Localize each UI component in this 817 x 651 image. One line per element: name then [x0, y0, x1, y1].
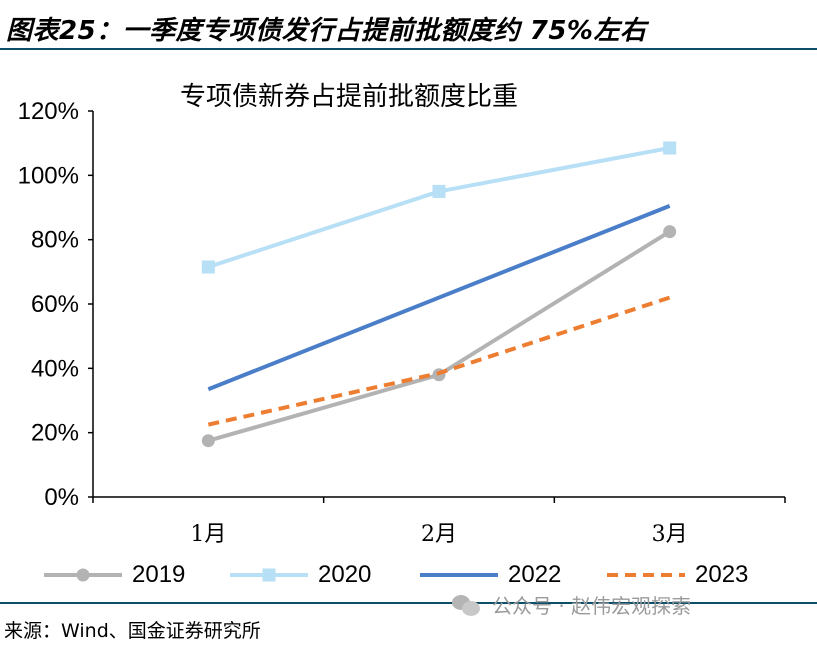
y-tick-label: 120%	[18, 98, 79, 125]
point-marker-2019	[663, 225, 677, 239]
y-tick-label: 0%	[44, 484, 79, 511]
y-tick-label: 100%	[18, 162, 79, 189]
point-marker-2020	[663, 141, 677, 155]
point-marker-2020	[432, 184, 446, 198]
legend-label: 2023	[695, 561, 749, 588]
series-line-2022	[207, 204, 671, 392]
legend-label: 2020	[318, 561, 372, 588]
legend-swatch	[607, 573, 685, 577]
y-tick-label: 20%	[31, 420, 79, 447]
legend-marker	[76, 568, 90, 582]
legend-swatch	[420, 573, 498, 577]
y-tick-label: 40%	[31, 355, 79, 382]
chart-area: 0% 20% 40% 60% 80% 100% 120% 1月 2月 3月 专项债新券占提前批额度…	[0, 50, 817, 602]
bottom-rule	[0, 602, 817, 604]
y-tick-label: 80%	[31, 227, 79, 254]
legend-label: 2022	[508, 561, 562, 588]
figure-title: 图表25：一季度专项债发行占提前批额度约 75%左右	[6, 16, 647, 46]
chart-legend: 2019 2020 2022 2023	[0, 558, 817, 594]
watermark: 公众号 · 赵伟宏观探索	[452, 590, 691, 619]
series-line-2023	[207, 295, 671, 427]
x-tick-label: 2月	[421, 522, 457, 547]
wechat-icon	[452, 593, 482, 617]
legend-label: 2019	[132, 561, 186, 588]
series-line-2020	[207, 146, 671, 269]
top-rule	[0, 48, 817, 50]
legend-swatch	[230, 568, 308, 582]
series-line-2019	[207, 229, 671, 443]
watermark-text: 公众号 · 赵伟宏观探索	[492, 594, 692, 618]
y-tick-label: 60%	[31, 291, 79, 318]
line-chart: 0% 20% 40% 60% 80% 100% 120% 1月 2月 3月	[18, 98, 786, 547]
legend-marker	[262, 568, 276, 582]
x-tick-label: 3月	[652, 522, 688, 547]
point-marker-2019	[201, 434, 215, 448]
figure-header: 图表25：一季度专项债发行占提前批额度约 75%左右	[0, 0, 817, 50]
chart-title: 专项债新券占提前批额度比重	[180, 82, 519, 112]
x-tick-label: 1月	[190, 522, 226, 547]
point-marker-2020	[201, 260, 215, 274]
legend-swatch	[44, 568, 122, 582]
source-note: 来源：Wind、国金证券研究所	[4, 620, 261, 642]
